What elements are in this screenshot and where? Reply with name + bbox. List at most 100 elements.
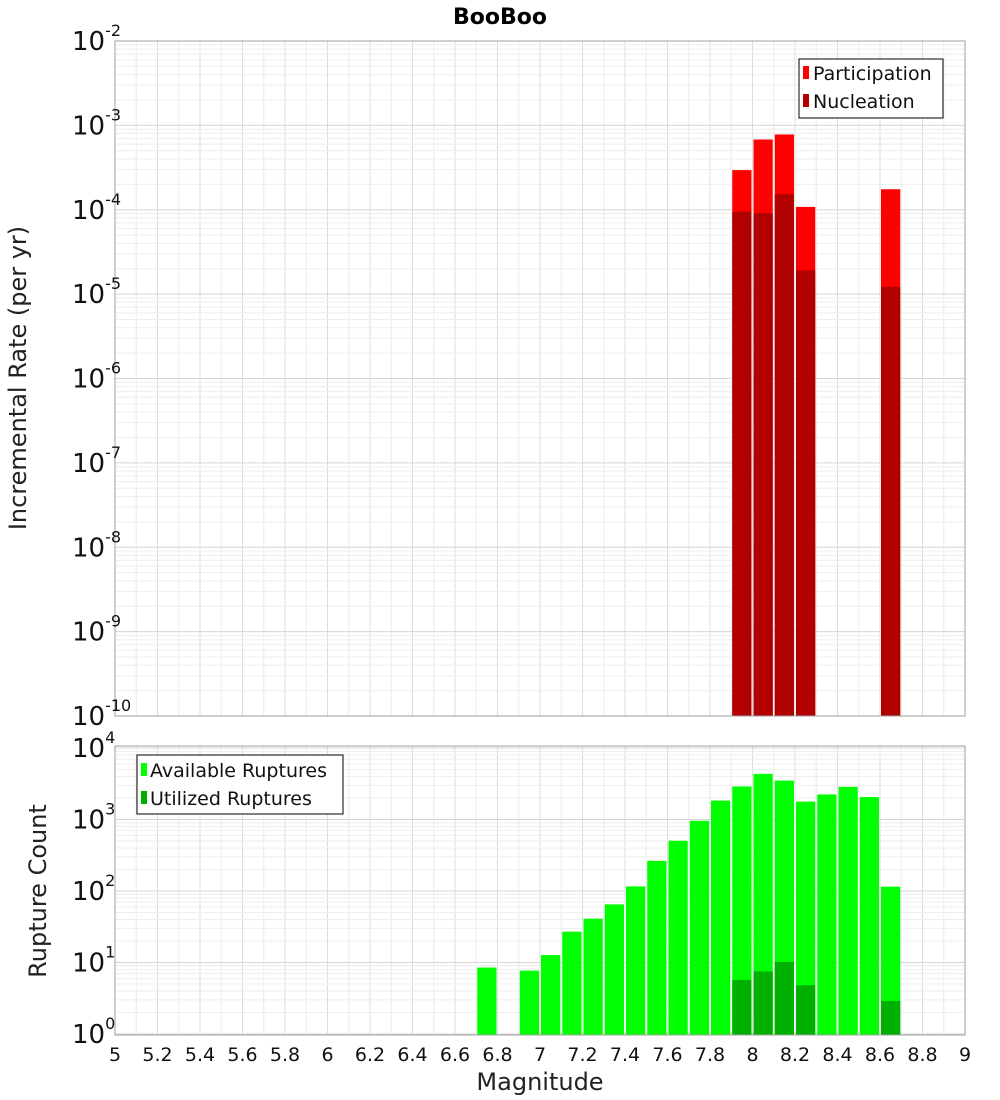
top-y-tick-exponent: -8 bbox=[105, 527, 121, 546]
top-y-tick-labels: 10-210-310-410-510-610-710-810-910-10 bbox=[72, 21, 131, 732]
bottom-bar-available-ruptures-7.85 bbox=[711, 800, 731, 1035]
top-y-tick-exponent: -9 bbox=[105, 612, 121, 631]
bottom-bar-utilized-ruptures-8.25 bbox=[796, 985, 816, 1035]
legend-label-utilized: Utilized Ruptures bbox=[150, 788, 312, 810]
legend-swatch-participation bbox=[803, 66, 809, 79]
bottom-y-tick-0: 100 bbox=[72, 1014, 115, 1050]
top-bar-nucleation-8.15 bbox=[774, 194, 794, 717]
legend-swatch-nucleation bbox=[803, 94, 809, 107]
bottom-y-tick-base: 10 bbox=[72, 877, 105, 907]
bottom-bar-available-ruptures-8.65 bbox=[881, 886, 901, 1035]
top-bar-nucleation-8.25 bbox=[796, 270, 816, 716]
top-legend: Participation Nucleation bbox=[798, 58, 944, 119]
bottom-bar-available-ruptures-8.55 bbox=[859, 797, 879, 1035]
top-y-axis-label: Incremental Rate (per yr) bbox=[4, 226, 32, 530]
bottom-y-tick-base: 10 bbox=[72, 734, 105, 764]
top-y-tick-exponent: -3 bbox=[105, 105, 121, 124]
bottom-y-tick-1: 101 bbox=[72, 943, 115, 979]
x-tick-5.2: 5.2 bbox=[142, 1044, 172, 1066]
top-y-tick--3: 10-3 bbox=[72, 105, 121, 141]
top-y-tick--8: 10-8 bbox=[72, 527, 121, 563]
top-y-tick-base: 10 bbox=[72, 618, 105, 648]
bottom-plot-bars bbox=[477, 773, 901, 1035]
bottom-y-tick-base: 10 bbox=[72, 806, 105, 836]
top-bar-nucleation-8.65 bbox=[881, 286, 901, 716]
bottom-y-tick-base: 10 bbox=[72, 949, 105, 979]
bottom-y-tick-2: 102 bbox=[72, 871, 115, 907]
top-y-tick-exponent: -5 bbox=[105, 274, 121, 293]
bottom-y-tick-exponent: 0 bbox=[105, 1014, 115, 1033]
x-tick-6.6: 6.6 bbox=[440, 1044, 470, 1066]
bottom-bar-available-ruptures-7.35 bbox=[604, 904, 624, 1035]
x-tick-7: 7 bbox=[534, 1044, 546, 1066]
top-y-tick-exponent: -7 bbox=[105, 443, 121, 462]
x-tick-8.4: 8.4 bbox=[822, 1044, 852, 1066]
legend-label-participation: Participation bbox=[813, 63, 932, 85]
x-tick-5: 5 bbox=[109, 1044, 121, 1066]
bottom-plot-gridlines bbox=[114, 746, 966, 1035]
top-y-tick--10: 10-10 bbox=[72, 696, 131, 732]
top-bar-nucleation-8.05 bbox=[753, 213, 773, 716]
x-tick-8.6: 8.6 bbox=[865, 1044, 895, 1066]
top-y-tick-exponent: -10 bbox=[105, 696, 131, 715]
bottom-legend-box bbox=[136, 754, 344, 815]
bottom-bar-available-ruptures-7.55 bbox=[647, 860, 667, 1035]
bottom-bar-utilized-ruptures-8.05 bbox=[753, 971, 773, 1035]
bottom-bar-available-ruptures-7.75 bbox=[689, 820, 709, 1035]
x-axis-label: Magnitude bbox=[476, 1068, 603, 1096]
bottom-y-tick-exponent: 1 bbox=[105, 943, 115, 962]
bottom-bar-utilized-ruptures-8.15 bbox=[774, 961, 794, 1035]
x-tick-6: 6 bbox=[321, 1044, 333, 1066]
top-y-tick-base: 10 bbox=[72, 111, 105, 141]
x-tick-9: 9 bbox=[959, 1044, 971, 1066]
top-y-tick-base: 10 bbox=[72, 280, 105, 310]
bottom-bar-available-ruptures-7.05 bbox=[541, 955, 561, 1035]
bottom-bar-utilized-ruptures-8.65 bbox=[881, 1000, 901, 1035]
top-y-tick-exponent: -6 bbox=[105, 359, 121, 378]
top-y-tick--4: 10-4 bbox=[72, 190, 121, 226]
bottom-bar-available-ruptures-8.45 bbox=[838, 786, 858, 1035]
bottom-bar-available-ruptures-7.65 bbox=[668, 840, 688, 1035]
x-tick-8.2: 8.2 bbox=[780, 1044, 810, 1066]
bottom-y-tick-exponent: 4 bbox=[105, 728, 115, 747]
top-y-tick-base: 10 bbox=[72, 533, 105, 563]
x-tick-6.2: 6.2 bbox=[355, 1044, 385, 1066]
x-tick-5.8: 5.8 bbox=[270, 1044, 300, 1066]
x-tick-7.2: 7.2 bbox=[567, 1044, 597, 1066]
x-tick-6.4: 6.4 bbox=[397, 1044, 427, 1066]
top-plot-gridlines bbox=[114, 40, 966, 717]
bottom-bar-utilized-ruptures-7.95 bbox=[732, 979, 752, 1035]
x-tick-5.6: 5.6 bbox=[227, 1044, 257, 1066]
bottom-y-tick-base: 10 bbox=[72, 1020, 105, 1050]
bottom-bar-available-ruptures-7.95 bbox=[732, 786, 752, 1035]
top-y-tick-exponent: -4 bbox=[105, 190, 121, 209]
bottom-bar-available-ruptures-8.25 bbox=[796, 801, 816, 1035]
top-y-tick-base: 10 bbox=[72, 27, 105, 57]
top-y-tick-base: 10 bbox=[72, 702, 105, 732]
top-legend-box bbox=[798, 58, 944, 119]
bottom-bar-available-ruptures-7.45 bbox=[626, 886, 646, 1035]
bottom-plot-frame bbox=[114, 745, 966, 1036]
bottom-y-tick-exponent: 3 bbox=[105, 800, 115, 819]
legend-label-available: Available Ruptures bbox=[150, 760, 327, 782]
bottom-bar-available-ruptures-6.95 bbox=[519, 970, 539, 1035]
bottom-y-tick-4: 104 bbox=[72, 728, 115, 764]
top-y-tick--2: 10-2 bbox=[72, 21, 121, 57]
x-tick-labels: 5 5.2 5.4 5.6 5.8 6 6.2 6.4 6.6 6.8 7 7.2 7.4 7.6 7.8 8… bbox=[109, 1044, 971, 1066]
chart-title: BooBoo bbox=[453, 5, 547, 30]
top-y-tick--6: 10-6 bbox=[72, 359, 121, 395]
bottom-bar-available-ruptures-8.35 bbox=[817, 794, 837, 1035]
top-y-tick--5: 10-5 bbox=[72, 274, 121, 310]
legend-label-nucleation: Nucleation bbox=[813, 91, 915, 113]
top-plot-bars bbox=[732, 134, 901, 717]
top-y-tick-base: 10 bbox=[72, 365, 105, 395]
bottom-bar-available-ruptures-6.75 bbox=[477, 967, 497, 1035]
bottom-bar-available-ruptures-7.25 bbox=[583, 918, 603, 1035]
top-y-tick--7: 10-7 bbox=[72, 443, 121, 479]
top-y-tick--9: 10-9 bbox=[72, 612, 121, 648]
x-tick-7.8: 7.8 bbox=[695, 1044, 725, 1066]
bottom-y-axis-label: Rupture Count bbox=[24, 804, 52, 978]
legend-swatch-available bbox=[141, 763, 147, 776]
